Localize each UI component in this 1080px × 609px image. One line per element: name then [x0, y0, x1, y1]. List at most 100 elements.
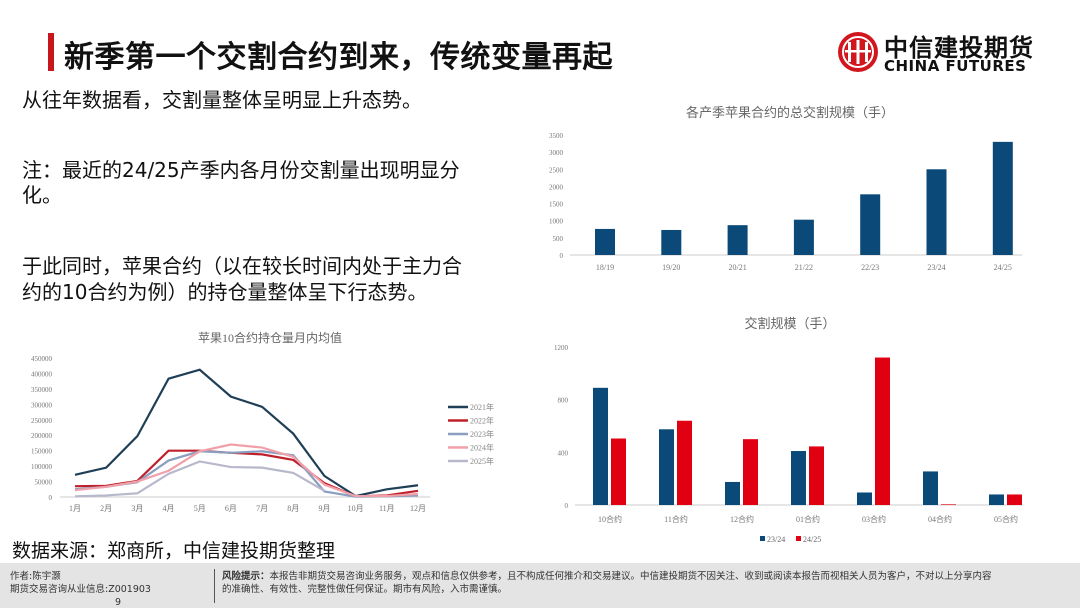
bar1-bar-22/23	[860, 194, 881, 255]
bar2-bar-24/25-11合约	[677, 420, 692, 505]
bar2-bar-24/25-01合约	[809, 446, 824, 505]
bar1-bar-24/25	[992, 141, 1013, 255]
legend-label: 24/25	[803, 535, 821, 544]
line-y-tick: 300000	[31, 401, 53, 409]
bar2-bar-24/25-03合约	[875, 357, 890, 505]
line-x-tick: 1月	[69, 504, 81, 513]
line-x-tick: 3月	[131, 504, 143, 513]
bar2-bar-24/25-05合约	[1007, 494, 1022, 505]
line-x-tick: 5月	[194, 504, 206, 513]
paragraph-2-line-1: 注：最近的24/25产季内各月份交割量出现明显分	[22, 158, 460, 182]
line-x-tick: 10月	[348, 504, 364, 513]
bar2-x-tick: 01合约	[796, 514, 820, 524]
line-x-tick: 6月	[225, 504, 237, 513]
bar1-y-tick: 1500	[549, 201, 564, 209]
bar2-bar-23/24-10合约	[593, 387, 608, 505]
citic-logo-icon	[838, 32, 878, 72]
legend-label: 2022年	[470, 416, 494, 426]
line-y-tick: 50000	[35, 479, 53, 487]
bar2-y-tick: 400	[558, 449, 569, 457]
footer-license-tail: 9	[115, 597, 122, 608]
line-y-tick: 100000	[31, 463, 53, 471]
line-y-tick: 0	[49, 494, 53, 502]
line-y-tick: 400000	[31, 370, 53, 378]
bar1-bar-23/24	[926, 169, 947, 255]
line-series-2022年	[74, 449, 419, 498]
bar2-x-tick: 03合约	[862, 514, 886, 524]
bar1-x-tick: 23/24	[927, 263, 945, 272]
bar1-bar-21/22	[793, 219, 814, 255]
bar1-x-tick: 19/20	[662, 263, 680, 272]
bar2-y-tick: 800	[558, 397, 569, 405]
bar1-y-tick: 1000	[549, 218, 564, 226]
footer-author: 作者:陈宇灏	[10, 571, 61, 582]
paragraph-3-line-2: 约的10合约为例）的持仓量整体呈下行态势。	[22, 280, 428, 304]
bar-chart-2-title: 交割规模（手）	[744, 316, 835, 331]
bar2-x-tick: 11合约	[664, 514, 688, 524]
bar2-bar-24/25-04合约	[941, 504, 956, 505]
bar2-x-tick: 12合约	[730, 514, 754, 524]
bar1-y-tick: 2500	[549, 166, 564, 174]
paragraph-3-line-1: 于此同时，苹果合约（以在较长时间内处于主力合	[22, 254, 462, 278]
legend-swatch	[760, 536, 765, 541]
line-y-tick: 150000	[31, 448, 53, 456]
bar2-bar-23/24-01合约	[791, 451, 806, 505]
paragraph-1: 从往年数据看，交割量整体呈明显上升态势。	[22, 88, 422, 112]
footer-license: 期货交易咨询从业信息:Z001903	[10, 584, 151, 595]
bar2-bar-23/24-05合约	[989, 494, 1004, 505]
bar2-x-tick: 05合约	[994, 514, 1018, 524]
line-series-2023年	[74, 450, 419, 498]
legend-label: 2021年	[470, 402, 494, 412]
paragraph-2-line-2: 化。	[22, 183, 62, 207]
risk-text-1: 本报告非期货交易咨询业务服务，观点和信息仅供参考，且不构成任何推介和交易建议。中…	[269, 571, 992, 582]
line-x-tick: 9月	[318, 504, 330, 513]
bar1-x-tick: 22/23	[861, 263, 879, 272]
bar1-y-tick: 500	[553, 235, 564, 243]
bar1-bar-18/19	[595, 228, 615, 255]
bar1-y-tick: 2000	[549, 183, 564, 191]
line-x-tick: 4月	[163, 504, 175, 513]
legend-label: 2023年	[470, 429, 494, 439]
line-series-2021年	[74, 368, 419, 498]
logo-text-en: CHINA FUTURES	[884, 57, 1027, 75]
line-y-tick: 200000	[31, 432, 53, 440]
legend-label: 2024年	[470, 443, 494, 453]
line-series-2025年	[74, 460, 326, 498]
line-chart-title: 苹果10合约持仓量月内均值	[198, 330, 342, 345]
bar1-bar-19/20	[661, 229, 682, 255]
line-x-tick: 2月	[100, 504, 112, 513]
line-x-tick: 7月	[256, 504, 268, 513]
risk-title: 风险提示：	[222, 571, 270, 582]
bar2-bar-23/24-12合约	[725, 481, 740, 505]
bar2-y-tick: 1200	[554, 344, 569, 352]
page-title: 新季第一个交割合约到来，传统变量再起	[64, 40, 613, 75]
bar2-x-tick: 10合约	[598, 514, 622, 524]
bar1-x-tick: 20/21	[728, 263, 746, 272]
footer: 作者:陈宇灏 期货交易咨询从业信息:Z001903 9 风险提示：本报告非期货交…	[0, 563, 1080, 608]
risk-text-2: 的准确性、有效性、完整性做任何保证。期市有风险，入市需谨慎。	[222, 584, 508, 595]
bar2-x-tick: 04合约	[928, 514, 952, 524]
line-x-tick: 12月	[410, 504, 426, 513]
legend-swatch	[796, 536, 801, 541]
bar1-y-tick: 3000	[549, 149, 564, 157]
footer-divider	[214, 569, 215, 603]
data-source: 数据来源：郑商所，中信建投期货整理	[12, 540, 336, 562]
bar-chart-1-title: 各产季苹果合约的总交割规模（手）	[686, 105, 894, 120]
title-accent-bar	[48, 33, 54, 71]
legend-label: 23/24	[767, 535, 785, 544]
bar2-bar-23/24-11合约	[659, 429, 674, 505]
bar2-bar-23/24-03合约	[857, 492, 872, 505]
line-y-tick: 450000	[31, 355, 53, 363]
line-series-2024年	[74, 443, 419, 498]
bar1-y-tick: 3500	[549, 132, 564, 140]
bar1-y-tick: 0	[560, 252, 564, 260]
bar1-x-tick: 21/22	[795, 263, 813, 272]
bar2-bar-24/25-10合约	[611, 438, 626, 505]
line-y-tick: 350000	[31, 386, 53, 394]
bar1-bar-20/21	[727, 225, 748, 255]
line-x-tick: 8月	[287, 504, 299, 513]
bar1-x-tick: 18/19	[596, 263, 614, 272]
bar2-bar-24/25-12合约	[743, 439, 758, 505]
line-y-tick: 250000	[31, 417, 53, 425]
line-x-tick: 11月	[379, 504, 395, 513]
